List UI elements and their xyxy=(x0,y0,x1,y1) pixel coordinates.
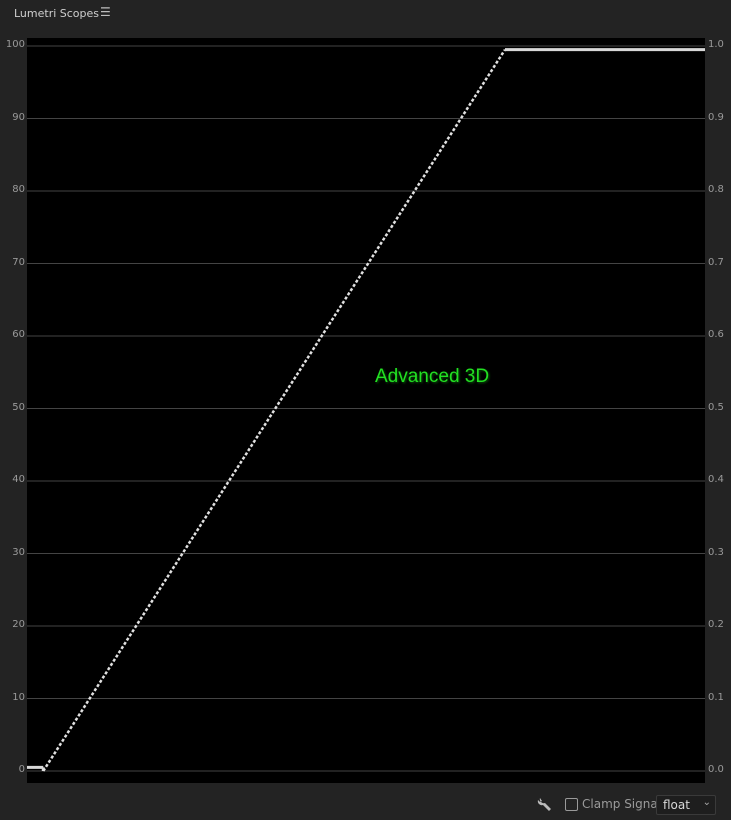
curve-segment xyxy=(42,48,507,772)
clamp-signal-checkbox[interactable] xyxy=(565,798,578,811)
scope-svg xyxy=(27,45,705,772)
right-tick-label: 0.3 xyxy=(708,546,724,558)
right-tick-label: 1.0 xyxy=(708,39,724,50)
right-tick-label: 0.7 xyxy=(708,256,724,268)
left-tick-label: 0 xyxy=(18,764,25,775)
panel-title: Lumetri Scopes xyxy=(14,7,100,20)
left-tick-label: 20 xyxy=(12,619,25,630)
right-tick-label: 0.2 xyxy=(708,619,724,630)
scope-plot xyxy=(27,38,705,783)
left-tick-label: 70 xyxy=(12,256,25,268)
right-tick-label: 0.8 xyxy=(708,184,724,195)
left-tick-label: 10 xyxy=(12,691,25,703)
right-tick-label: 0.9 xyxy=(708,111,724,123)
left-tick-label: 50 xyxy=(12,401,25,413)
overlay-label: Advanced 3D xyxy=(375,366,490,387)
left-tick-label: 100 xyxy=(5,39,25,50)
left-tick-label: 30 xyxy=(12,546,25,558)
right-tick-label: 0.5 xyxy=(708,401,724,413)
format-dropdown[interactable]: float ⌄ xyxy=(656,795,716,815)
left-tick-label: 80 xyxy=(12,184,25,195)
panel-header: Lumetri Scopes ☰ xyxy=(0,0,731,28)
right-tick-label: 0.1 xyxy=(708,691,724,703)
format-value: float xyxy=(663,798,690,812)
left-tick-label: 60 xyxy=(12,329,25,340)
chevron-down-icon: ⌄ xyxy=(702,797,711,808)
right-tick-label: 0.0 xyxy=(708,764,724,775)
left-tick-label: 90 xyxy=(12,111,25,123)
hamburger-menu-icon[interactable]: ☰ xyxy=(100,5,111,19)
clamp-signal-label: Clamp Signal xyxy=(582,797,662,811)
left-tick-label: 40 xyxy=(12,474,25,485)
wrench-icon[interactable] xyxy=(537,796,553,812)
right-tick-label: 0.6 xyxy=(708,329,724,340)
right-tick-label: 0.4 xyxy=(708,474,724,485)
